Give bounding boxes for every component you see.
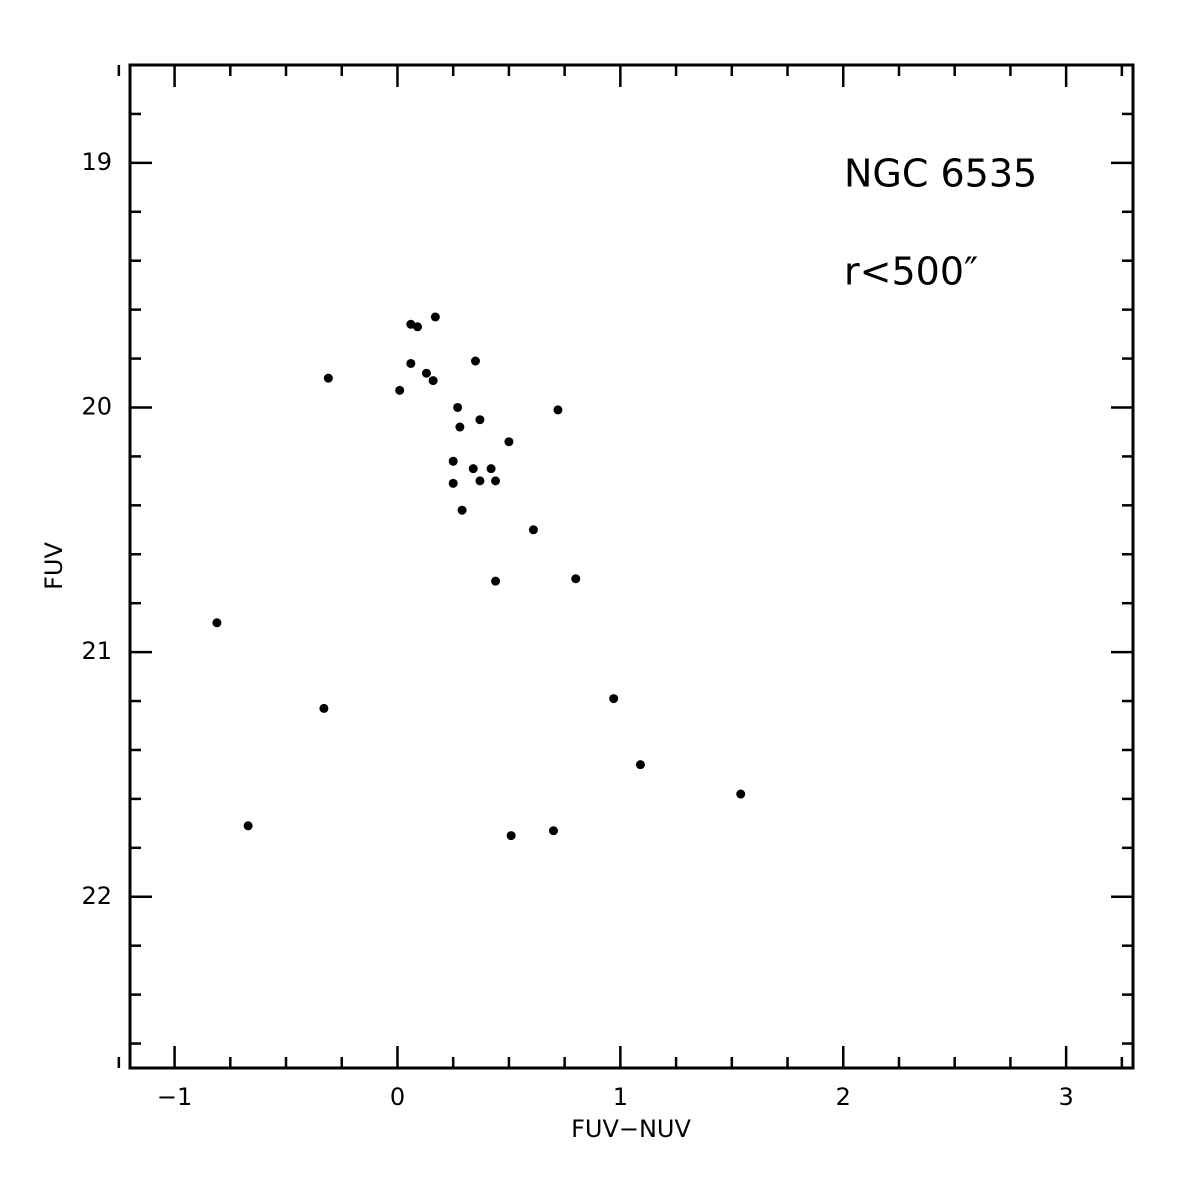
point [430, 312, 440, 322]
point [491, 576, 501, 586]
point [243, 821, 253, 831]
point [470, 356, 480, 366]
point [453, 402, 463, 412]
x-tick-label: 0 [390, 1083, 405, 1111]
point [448, 478, 458, 488]
point [323, 373, 333, 383]
x-tick-label: 2 [836, 1083, 851, 1111]
point [506, 831, 516, 841]
annotation: NGC 6535 [844, 152, 1037, 196]
y-tick-label: 19 [81, 148, 112, 176]
point [455, 422, 465, 432]
point [413, 322, 423, 332]
point [736, 789, 746, 799]
point [571, 574, 581, 584]
point [448, 456, 458, 466]
y-tick-label: 20 [81, 392, 112, 420]
point [212, 618, 222, 628]
point [395, 385, 405, 395]
point [406, 358, 416, 368]
point [491, 476, 501, 486]
x-tick-label: 1 [613, 1083, 628, 1111]
point [457, 505, 467, 515]
point [475, 476, 485, 486]
point [528, 525, 538, 535]
point [635, 760, 645, 770]
point [553, 405, 563, 415]
point [319, 703, 329, 713]
point [609, 694, 619, 704]
x-tick-label: 3 [1058, 1083, 1073, 1111]
point [428, 376, 438, 386]
point [486, 464, 496, 474]
y-axis-label: FUV [40, 542, 68, 590]
annotation: r<500″ [844, 250, 978, 294]
x-tick-label: −1 [157, 1083, 192, 1111]
point [468, 464, 478, 474]
y-tick-label: 22 [81, 882, 112, 910]
plot-frame [128, 63, 1135, 1070]
x-axis-label: FUV−NUV [571, 1115, 691, 1143]
point [504, 437, 514, 447]
point [475, 415, 485, 425]
point [421, 368, 431, 378]
point [548, 826, 558, 836]
y-tick-label: 21 [81, 637, 112, 665]
